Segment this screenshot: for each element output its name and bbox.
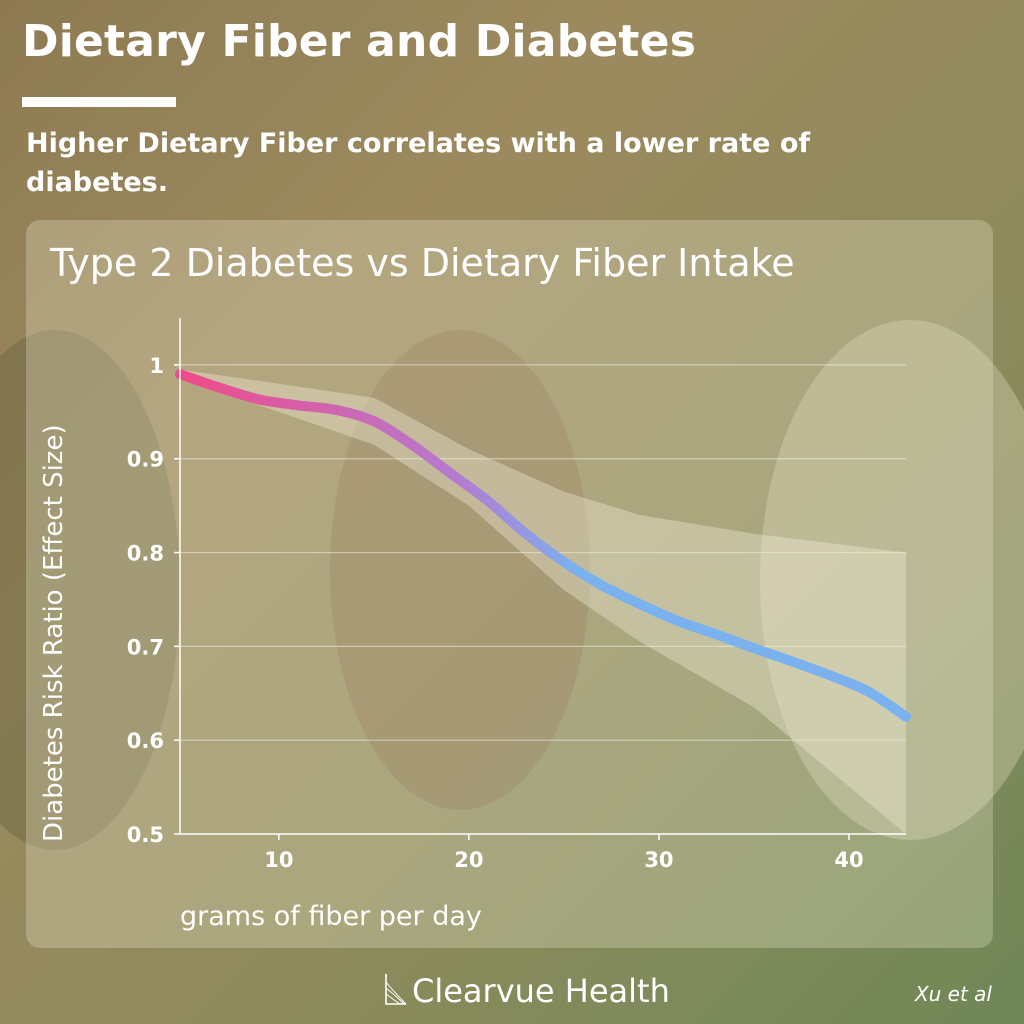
- x-tick-label: 30: [644, 848, 673, 872]
- y-tick-label: 0.6: [127, 729, 164, 753]
- series-line: [175, 369, 911, 722]
- y-tick-label: 0.8: [127, 542, 164, 566]
- x-tick-label: 40: [834, 848, 863, 872]
- page-subtitle: Higher Dietary Fiber correlates with a l…: [26, 128, 811, 198]
- title-underline: [22, 97, 176, 107]
- x-tick-label: 10: [264, 848, 293, 872]
- chart-svg: Type 2 Diabetes vs Dietary Fiber Intake …: [39, 241, 911, 932]
- page-title: Dietary Fiber and Diabetes: [22, 16, 697, 67]
- y-tick-label: 0.5: [127, 823, 164, 847]
- y-tick-label: 0.9: [127, 448, 164, 472]
- citation: Xu et al: [914, 982, 992, 1006]
- y-tick-label: 0.7: [127, 635, 164, 659]
- chart-title: Type 2 Diabetes vs Dietary Fiber Intake: [49, 241, 795, 285]
- y-tick-label: 1: [149, 354, 164, 378]
- y-axis-label: Diabetes Risk Ratio (Effect Size): [39, 424, 69, 842]
- confidence-band: [180, 369, 906, 834]
- background-texture: [760, 320, 1024, 840]
- clearvue-logo-icon: [384, 972, 408, 1010]
- background-texture: [330, 330, 590, 810]
- x-tick-label: 20: [454, 848, 483, 872]
- chart-panel: Type 2 Diabetes vs Dietary Fiber Intake …: [26, 220, 993, 948]
- brand: Clearvue Health: [384, 968, 670, 1014]
- brand-name: Clearvue Health: [412, 972, 670, 1010]
- x-axis-label: grams of fiber per day: [180, 901, 482, 932]
